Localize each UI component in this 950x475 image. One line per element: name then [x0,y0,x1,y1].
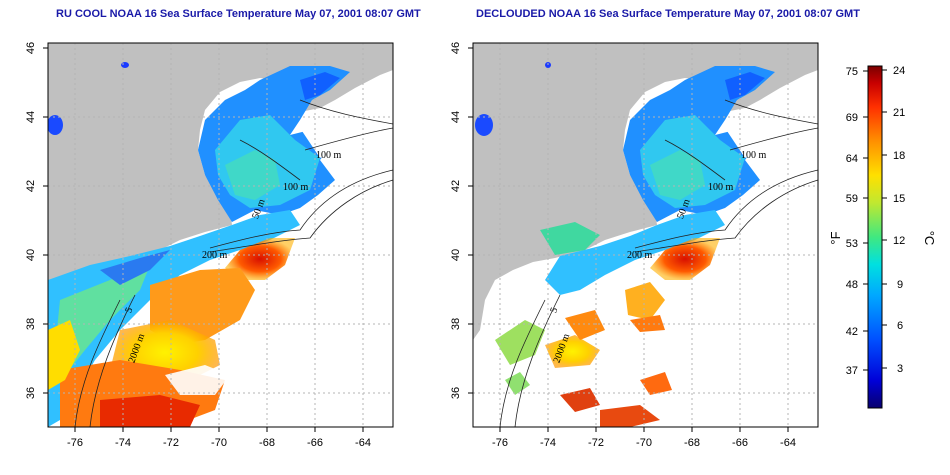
left-y-tick-44: 44 [25,111,37,123]
left-x-tick-64: -64 [355,437,371,449]
colorbar-gradient [867,65,883,409]
colorbar-c-tick-9: 9 [897,279,903,291]
left-bathymetry-contours [74,99,394,428]
colorbar-f-tick-64: 64 [846,153,858,165]
left-x-tick-76: -76 [67,437,83,449]
left-x-tick-66: -66 [307,437,323,449]
right-contour-label-100m-b: 100 m [708,182,734,193]
colorbar-c-tick-15: 15 [893,193,905,205]
left-panel-title: RU COOL NOAA 16 Sea Surface Temperature … [56,8,421,20]
left-contour-label-5: 5 [123,306,135,314]
right-y-tick-40: 40 [450,249,462,261]
right-grid [473,43,818,427]
colorbar-f-tick-69: 69 [846,112,858,124]
colorbar-c-tick-18: 18 [893,150,905,162]
right-y-tick-44: 44 [450,111,462,123]
left-x-tick-74: -74 [115,437,131,449]
right-map-panel: 100 m 100 m 50 m 200 m 2000 m 5 -76 -74 … [450,42,819,449]
colorbar-f-tick-37: 37 [846,365,858,377]
colorbar-f-tick-75: 75 [846,66,858,78]
right-bathymetry-contours [499,99,819,428]
left-map-panel: 100 m 100 m 50 m 200 m 2000 m 5 -76 -74 … [25,42,394,449]
left-y-tick-40: 40 [25,249,37,261]
right-y-tick-36: 36 [450,387,462,399]
right-contour-label-200m: 200 m [627,250,653,261]
right-x-tick-70: -70 [636,437,652,449]
colorbar-c-tick-24: 24 [893,65,905,77]
colorbar-f-tick-59: 59 [846,193,858,205]
shelf-sst [48,210,300,427]
colorbar-f-tick-53: 53 [846,238,858,250]
left-y-tick-36: 36 [25,387,37,399]
right-contour-label-5: 5 [548,306,560,314]
right-x-tick-66: -66 [732,437,748,449]
right-x-tick-74: -74 [540,437,556,449]
right-y-tick-42: 42 [450,180,462,192]
temperature-colorbar: 75 69 64 59 53 48 42 37 24 21 18 15 12 9… [828,65,937,409]
left-contour-label-200m: 200 m [202,250,228,261]
celsius-unit-label: °C [922,231,937,246]
right-y-tick-46: 46 [450,42,462,54]
colorbar-c-tick-12: 12 [893,235,905,247]
right-map-frame [472,42,819,428]
right-x-tick-72: -72 [588,437,604,449]
colorbar-c-tick-21: 21 [893,107,905,119]
colorbar-c-tick-6: 6 [897,320,903,332]
gulf-stream-warm-core [225,238,295,280]
left-y-tick-38: 38 [25,318,37,330]
right-x-tick-68: -68 [684,437,700,449]
left-y-tick-42: 42 [25,180,37,192]
colorbar-f-tick-42: 42 [846,326,858,338]
left-grid [48,43,393,427]
left-map-frame [47,42,394,428]
left-y-tick-46: 46 [25,42,37,54]
right-contour-label-100m-a: 100 m [741,150,767,161]
right-x-tick-64: -64 [780,437,796,449]
left-x-tick-72: -72 [163,437,179,449]
left-contour-label-100m-a: 100 m [316,150,342,161]
left-contour-label-100m-b: 100 m [283,182,309,193]
fahrenheit-unit-label: °F [828,231,843,244]
right-panel-title: DECLOUDED NOAA 16 Sea Surface Temperatur… [476,8,860,20]
left-x-tick-70: -70 [211,437,227,449]
right-x-tick-76: -76 [492,437,508,449]
right-y-tick-38: 38 [450,318,462,330]
colorbar-f-tick-48: 48 [846,279,858,291]
colorbar-c-tick-3: 3 [897,363,903,375]
left-x-tick-68: -68 [259,437,275,449]
